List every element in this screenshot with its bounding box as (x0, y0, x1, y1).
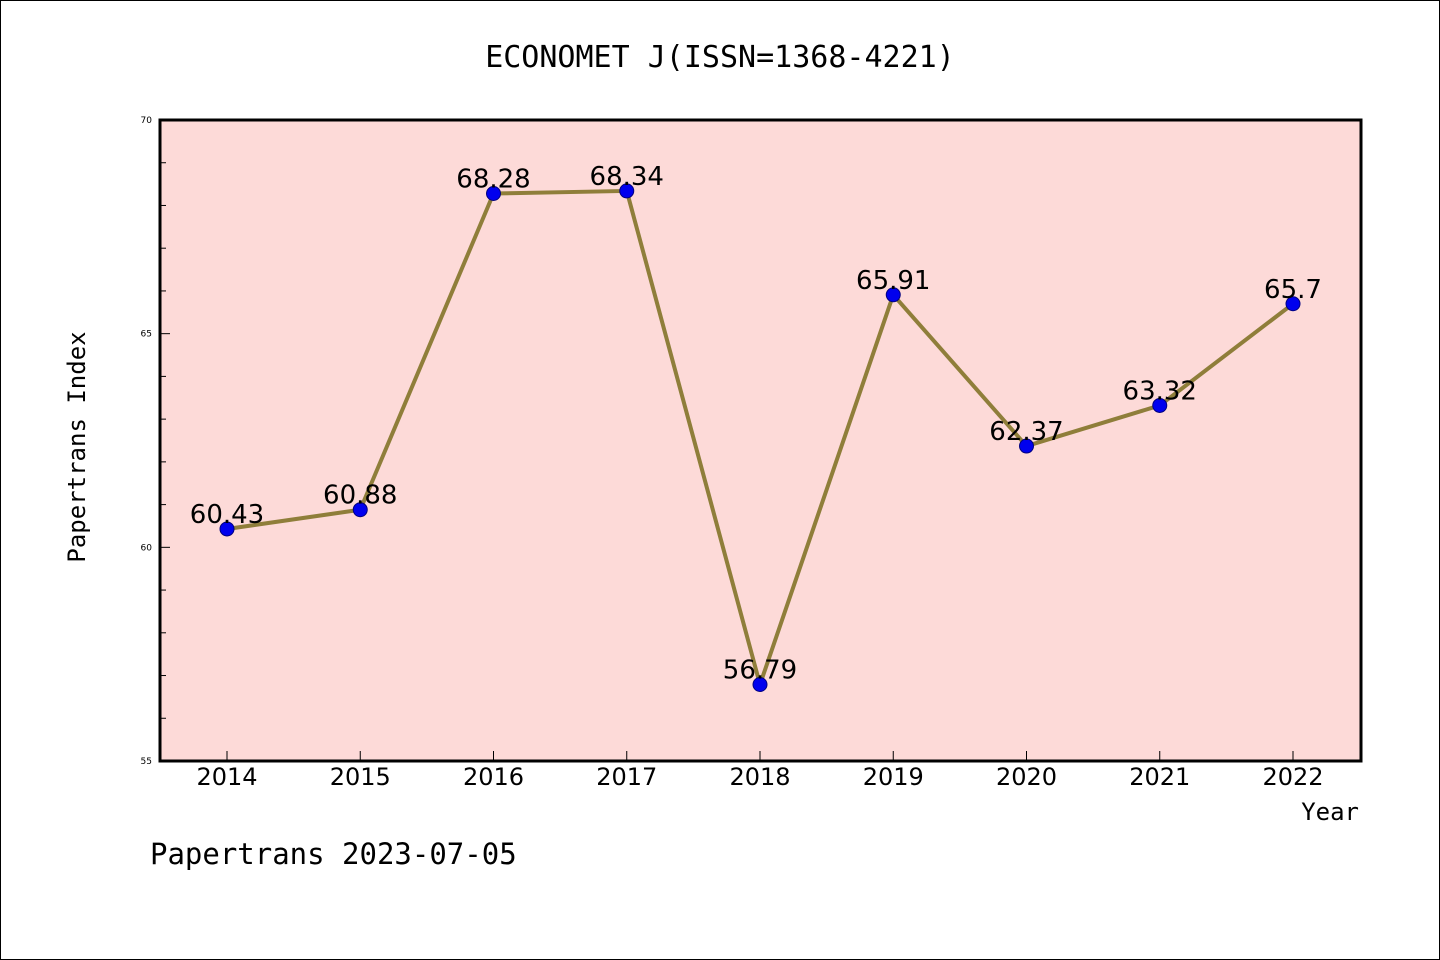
data-point (352, 502, 368, 518)
data-label: 63.32 (1123, 376, 1197, 406)
y-axis-label: Papertrans Index (63, 331, 91, 562)
x-axis: 2014 2015 2016 2017 2018 2019 2020 2021 2022 (196, 751, 1324, 791)
y-tick-label: 70 (141, 116, 153, 126)
data-label: 68.28 (456, 165, 530, 195)
data-point (1285, 296, 1301, 312)
data-label: 68.34 (590, 162, 664, 192)
x-axis-label: Year (1301, 798, 1359, 826)
data-label: 60.88 (323, 481, 397, 511)
data-label: 62.37 (989, 417, 1063, 447)
x-tick-label: 2022 (1262, 763, 1323, 791)
x-tick-label: 2021 (1129, 763, 1190, 791)
x-tick-label: 2018 (729, 763, 790, 791)
x-tick-label: 2017 (596, 763, 657, 791)
data-labels: 60.43 60.88 68.28 68.34 56.79 65.91 62.37 63.32… (190, 162, 1322, 686)
plot-area (160, 120, 1361, 761)
plot-border (158, 118, 1363, 763)
x-tick-label: 2014 (196, 763, 257, 791)
data-point (219, 521, 235, 537)
x-tick-label: 2019 (863, 763, 924, 791)
data-label: 60.43 (190, 500, 264, 530)
y-tick-label: 55 (141, 757, 152, 767)
data-point (619, 183, 635, 199)
y-tick-label: 65 (141, 330, 152, 340)
x-tick-label: 2015 (330, 763, 391, 791)
data-label: 65.91 (856, 266, 930, 296)
series-layer (219, 183, 1301, 693)
data-point (1152, 397, 1168, 413)
data-label: 65.7 (1264, 275, 1322, 305)
footer-credit: Papertrans 2023-07-05 (150, 837, 517, 871)
y-tick-label: 60 (141, 543, 153, 553)
data-point (486, 186, 501, 202)
data-point (885, 287, 901, 303)
data-label: 56.79 (723, 656, 797, 686)
x-tick-label: 2016 (463, 763, 524, 791)
data-point (1019, 438, 1034, 454)
chart-title: ECONOMET J(ISSN=1368-4221) (485, 40, 955, 75)
data-point (752, 677, 768, 693)
x-tick-label: 2020 (996, 763, 1057, 791)
